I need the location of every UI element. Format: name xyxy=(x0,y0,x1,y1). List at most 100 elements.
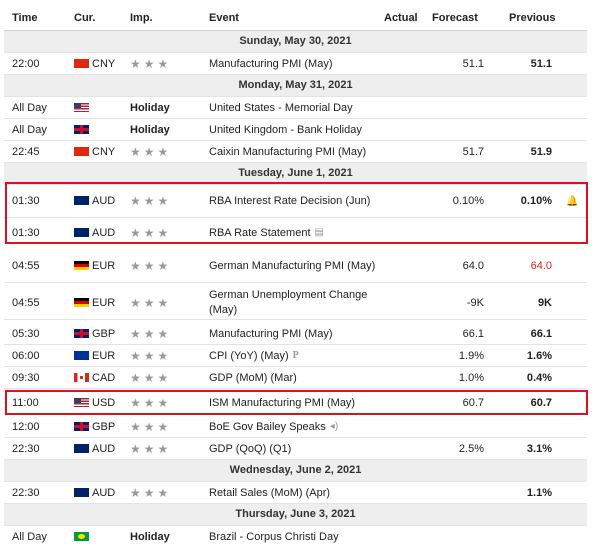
table-row[interactable]: 09:30 CAD ★★★ GDP (MoM) (Mar) 1.0% 0.4% xyxy=(4,367,587,389)
australia-flag-icon xyxy=(74,196,89,205)
col-importance[interactable]: Imp. xyxy=(130,12,153,24)
event-name[interactable]: United States - Memorial Day xyxy=(209,101,353,114)
event-time: All Day xyxy=(12,101,47,114)
event-name[interactable]: GDP (QoQ) (Q1) xyxy=(209,442,292,455)
australia-flag-icon xyxy=(74,227,89,237)
date-row: Tuesday, June 1, 2021 xyxy=(4,163,587,185)
event-name[interactable]: Manufacturing PMI (May) xyxy=(209,327,333,340)
canada-flag-icon xyxy=(74,372,89,382)
forecast-value: 51.7 xyxy=(462,145,484,158)
table-row[interactable]: 11:00 USD ★★★ ISM Manufacturing PMI (May… xyxy=(4,392,587,414)
date-label: Sunday, May 30, 2021 xyxy=(239,35,352,47)
previous-value: 1.6% xyxy=(526,349,552,362)
previous-value: 51.1 xyxy=(530,57,552,70)
previous-value: 1.1% xyxy=(526,486,552,499)
table-row[interactable]: All Day Holiday United States - Memorial… xyxy=(4,97,587,119)
preliminary-icon[interactable]: P xyxy=(292,350,299,361)
table-row[interactable]: 12:00 GBP ★★★ BoE Gov Bailey Speaks ◂) xyxy=(4,416,587,438)
uk-flag-icon xyxy=(74,328,89,338)
event-time: 06:00 xyxy=(12,349,40,362)
col-time[interactable]: Time xyxy=(12,12,38,24)
highlight-box-rba xyxy=(5,182,588,244)
forecast-value: 2.5% xyxy=(458,442,484,455)
event-name[interactable]: German Unemployment Change (May) xyxy=(209,289,368,316)
table-row[interactable]: All Day Holiday Brazil - Corpus Christi … xyxy=(4,526,587,547)
australia-flag-icon xyxy=(74,487,89,497)
china-flag-icon xyxy=(74,146,89,156)
event-time: All Day xyxy=(12,530,47,543)
date-row: Thursday, June 3, 2021 xyxy=(4,504,587,526)
germany-flag-icon xyxy=(74,261,89,270)
event-name[interactable]: GDP (MoM) (Mar) xyxy=(209,371,297,384)
holiday-label: Holiday xyxy=(130,530,170,543)
importance-stars: ★★★ xyxy=(130,370,172,385)
event-time: 22:30 xyxy=(12,486,40,499)
previous-value: 60.7 xyxy=(530,396,552,409)
event-name[interactable]: RBA Rate Statement ▤ xyxy=(209,222,324,243)
col-actual[interactable]: Actual xyxy=(384,12,418,24)
col-forecast[interactable]: Forecast xyxy=(432,12,478,24)
highlight-box-ism xyxy=(5,390,588,415)
bell-icon[interactable]: 🔔 xyxy=(566,195,579,207)
event-name[interactable]: Brazil - Corpus Christi Day xyxy=(209,530,339,543)
date-row: Sunday, May 30, 2021 xyxy=(4,31,587,53)
previous-value: 0.10% xyxy=(520,195,552,207)
document-icon[interactable]: ▤ xyxy=(314,227,324,238)
date-label: Monday, May 31, 2021 xyxy=(238,79,353,91)
event-name[interactable]: RBA Interest Rate Decision (Jun) xyxy=(209,194,371,207)
col-currency[interactable]: Cur. xyxy=(74,12,96,24)
speaker-icon[interactable]: ◂) xyxy=(329,421,339,432)
date-row: Monday, May 31, 2021 xyxy=(4,75,587,97)
importance-stars: ★★★ xyxy=(130,348,172,363)
previous-value: 3.1% xyxy=(526,442,552,455)
date-row: Wednesday, June 2, 2021 xyxy=(4,460,587,482)
table-row[interactable]: 01:30 AUD ★★★ RBA Interest Rate Decision… xyxy=(4,185,587,218)
table-row[interactable]: 22:30 AUD ★★★ GDP (QoQ) (Q1) 2.5% 3.1% xyxy=(4,438,587,460)
previous-value: 0.4% xyxy=(526,371,552,384)
event-name[interactable]: German Manufacturing PMI (May) xyxy=(209,259,376,272)
event-name[interactable]: BoE Gov Bailey Speaks ◂) xyxy=(209,416,338,437)
table-row[interactable]: All Day Holiday United Kingdom - Bank Ho… xyxy=(4,119,587,141)
table-row[interactable]: 04:55 EUR ★★★ German Unemployment Change… xyxy=(4,287,587,320)
previous-value: 51.9 xyxy=(530,145,552,158)
importance-stars: ★★★ xyxy=(130,485,172,500)
currency: GBP xyxy=(92,327,116,340)
forecast-value: 51.1 xyxy=(462,57,484,70)
table-header: Time Cur. Imp. Event Actual Forecast Pre… xyxy=(4,4,587,31)
event-name[interactable]: Caixin Manufacturing PMI (May) xyxy=(209,145,367,158)
event-name[interactable]: Retail Sales (MoM) (Apr) xyxy=(209,486,331,499)
event-label: CPI (YoY) (May) xyxy=(209,349,289,362)
importance-stars: ★★★ xyxy=(130,326,172,341)
previous-value: 66.1 xyxy=(530,327,552,340)
holiday-label: Holiday xyxy=(130,123,170,136)
col-event[interactable]: Event xyxy=(209,12,239,24)
event-time: 04:55 xyxy=(12,297,40,309)
currency: CNY xyxy=(92,145,116,158)
brazil-flag-icon xyxy=(74,531,89,541)
event-time: 04:55 xyxy=(12,260,40,272)
table-row[interactable]: 05:30 GBP ★★★ Manufacturing PMI (May) 66… xyxy=(4,323,587,345)
importance-stars: ★★★ xyxy=(130,144,172,159)
col-previous[interactable]: Previous xyxy=(509,12,556,24)
event-name[interactable]: CPI (YoY) (May) P xyxy=(209,345,299,366)
currency: USD xyxy=(92,396,116,409)
importance-stars: ★★★ xyxy=(130,194,172,208)
event-time: 11:00 xyxy=(12,396,39,409)
event-name[interactable]: Manufacturing PMI (May) xyxy=(209,57,333,70)
forecast-value: 1.9% xyxy=(458,349,484,362)
event-label: RBA Rate Statement xyxy=(209,226,311,239)
date-label: Wednesday, June 2, 2021 xyxy=(229,464,362,476)
table-row[interactable]: 22:45 CNY ★★★ Caixin Manufacturing PMI (… xyxy=(4,141,587,163)
event-name[interactable]: United Kingdom - Bank Holiday xyxy=(209,123,362,136)
table-row[interactable]: 22:00 CNY ★★★ Manufacturing PMI (May) 51… xyxy=(4,53,587,75)
forecast-value: -9K xyxy=(466,297,484,309)
forecast-value: 1.0% xyxy=(458,371,484,384)
table-row[interactable]: 22:30 AUD ★★★ Retail Sales (MoM) (Apr) 1… xyxy=(4,482,587,504)
table-row[interactable]: 06:00 EUR ★★★ CPI (YoY) (May) P 1.9% 1.6% xyxy=(4,345,587,367)
event-time: 09:30 xyxy=(12,371,40,384)
event-name[interactable]: ISM Manufacturing PMI (May) xyxy=(209,396,356,409)
table-row[interactable]: 04:55 EUR ★★★ German Manufacturing PMI (… xyxy=(4,250,587,283)
holiday-label: Holiday xyxy=(130,101,170,114)
currency: EUR xyxy=(92,349,116,362)
